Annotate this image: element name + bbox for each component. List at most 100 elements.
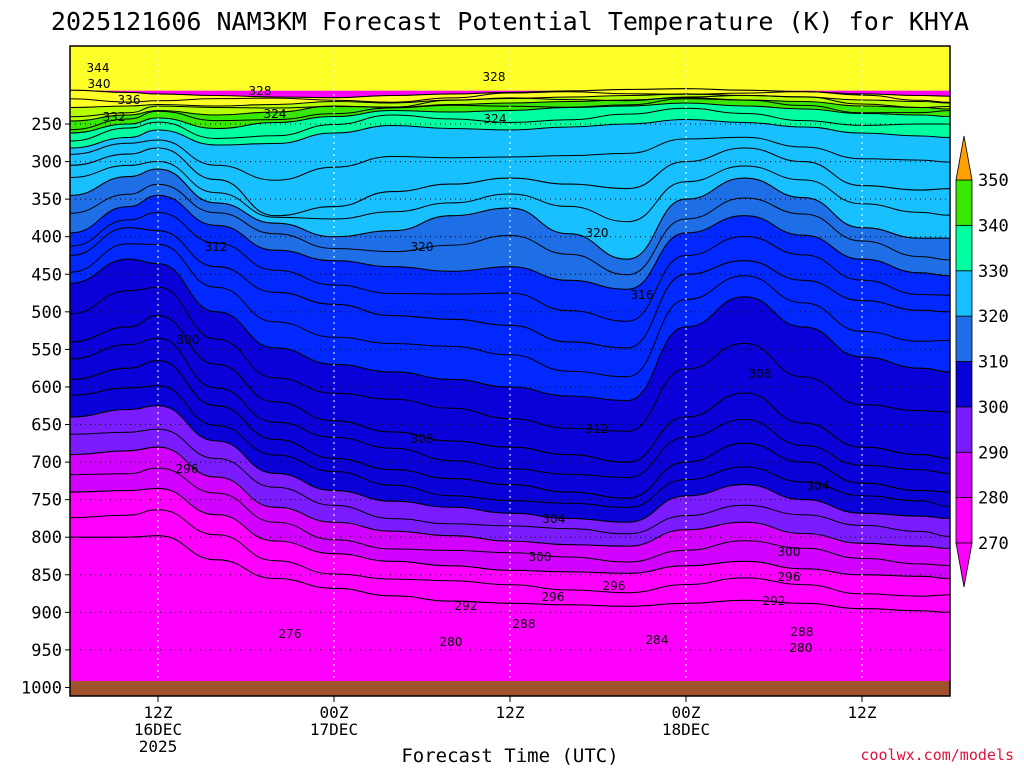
colorbar-label: 310 (978, 353, 1009, 373)
isentrope-284 (70, 446, 950, 550)
contour-label: 292 (455, 599, 478, 613)
contour-label: 300 (529, 550, 552, 564)
y-tick-label: 650 (31, 416, 62, 436)
colorbar-label: 270 (978, 534, 1009, 554)
contour-label: 332 (103, 110, 126, 124)
isentrope-324 (70, 102, 950, 134)
colorbar-segment (955, 406, 973, 453)
contour-label: 296 (176, 462, 199, 476)
contour-label: 344 (87, 61, 110, 75)
y-tick-label: 300 (31, 153, 62, 173)
contour-label: 328 (483, 70, 506, 84)
isentrope-308 (70, 194, 950, 290)
isentrope-minor (70, 509, 950, 597)
isentrope-304 (70, 227, 950, 349)
theta-band-276 (70, 535, 950, 696)
ground-strip (70, 681, 950, 696)
isentrope-minor (70, 136, 950, 181)
contour-label: 336 (118, 93, 141, 107)
colorbar-top-arrow (955, 135, 973, 181)
isentrope-minor (70, 107, 950, 142)
contour-label: 304 (543, 512, 566, 526)
x-axis-label: Forecast Time (UTC) (401, 745, 618, 767)
y-tick-label: 600 (31, 378, 62, 398)
contour-label: 300 (177, 333, 200, 347)
x-tick-label: 16DEC (134, 720, 182, 739)
x-tick-label: 18DEC (662, 720, 710, 739)
isentrope-minor (70, 385, 950, 508)
contour-label: 284 (646, 633, 669, 647)
colorbar-segment (955, 451, 973, 499)
y-tick-label: 450 (31, 265, 62, 285)
y-tick-label: 750 (31, 491, 62, 511)
contour-label: 280 (440, 635, 463, 649)
contour-label: 312 (205, 240, 228, 254)
colorbar-label: 350 (978, 171, 1009, 191)
x-tick-label: 12Z (144, 703, 173, 722)
contour-label: 296 (603, 579, 626, 593)
colorbar-label: 320 (978, 307, 1009, 327)
y-tick-label: 350 (31, 190, 62, 210)
isentrope-minor (70, 337, 950, 479)
y-tick-label: 550 (31, 340, 62, 360)
colorbar-label: 330 (978, 262, 1009, 282)
pressure-axis: 250 300 350 400 450 500 550 600 650 700 750 800 850 9… (21, 115, 70, 698)
colorbar-segment (955, 270, 973, 317)
contour-label: 312 (586, 422, 609, 436)
contour-label: 328 (249, 84, 272, 98)
y-tick-label: 950 (31, 641, 62, 661)
grid-lines (70, 46, 950, 696)
colorbar-segment (955, 179, 973, 226)
colorbar: 270 280 290 300 310 320 330 340 350 (955, 135, 1009, 588)
isentrope-minor (70, 183, 950, 276)
contour-label: 324 (264, 107, 287, 121)
isentrope-minor (70, 467, 950, 567)
y-tick-label: 900 (31, 603, 62, 623)
y-tick-label: 700 (31, 453, 62, 473)
contour-label: 288 (513, 617, 536, 631)
isentrope-280 (70, 487, 950, 580)
isentrope-276 (70, 535, 950, 613)
contour-label: 276 (279, 627, 302, 641)
colorbar-segment (955, 497, 973, 544)
x-tick-label: 12Z (848, 703, 877, 722)
isentrope-minor (70, 428, 950, 537)
chart-title: 2025121606 NAM3KM Forecast Potential Tem… (51, 7, 969, 36)
contour-label: 296 (542, 590, 565, 604)
isentrope-minor (70, 243, 950, 378)
y-tick-label: 1000 (21, 678, 62, 698)
y-tick-label: 400 (31, 228, 62, 248)
isentrope-minor (70, 211, 950, 322)
contour-label: 300 (778, 545, 801, 559)
isentrope-320 (70, 118, 950, 149)
y-tick-label: 850 (31, 566, 62, 586)
theta-bands (70, 46, 950, 696)
contour-label: 280 (790, 641, 813, 655)
colorbar-bottom-arrow (955, 542, 973, 588)
y-tick-label: 800 (31, 528, 62, 548)
colorbar-segment (955, 361, 973, 408)
colorbar-label: 280 (978, 489, 1009, 509)
contour-label: 340 (88, 77, 111, 91)
contour-labels: 344 340 336 332 328 324 328 324 320 320 … (87, 61, 830, 655)
contour-label: 320 (411, 240, 434, 254)
contour-label: 320 (586, 226, 609, 240)
x-tick-label: 17DEC (310, 720, 358, 739)
x-tick-label: 00Z (320, 703, 349, 722)
y-tick-label: 250 (31, 115, 62, 135)
x-tick-label: 12Z (496, 703, 525, 722)
isentrope-328 (70, 97, 950, 122)
contour-label: 288 (791, 625, 814, 639)
contour-label: 308 (749, 367, 772, 381)
contour-label: 316 (631, 288, 654, 302)
isentrope-minor (70, 94, 950, 118)
contour-label: 296 (778, 570, 801, 584)
isentrope-312 (70, 168, 950, 260)
x-tick-label: 2025 (139, 737, 178, 756)
colorbar-label: 340 (978, 216, 1009, 236)
colorbar-segment (955, 315, 973, 362)
isentrope-minor (70, 90, 950, 103)
contour-label: 324 (484, 112, 507, 126)
